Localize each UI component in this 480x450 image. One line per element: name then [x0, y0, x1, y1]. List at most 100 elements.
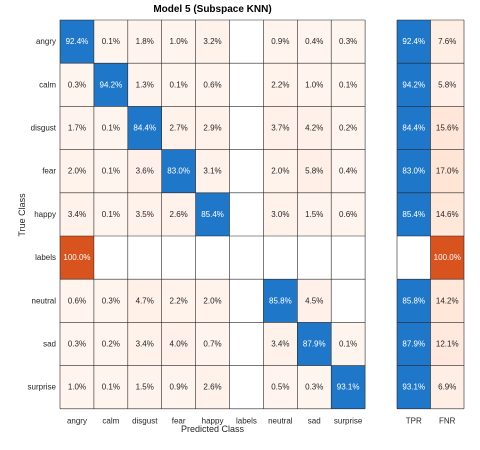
cell-value: 0.9%	[170, 383, 188, 392]
row-tick-label: surprise	[28, 383, 57, 392]
cell-value: 0.4%	[305, 37, 323, 46]
matrix-cell	[60, 279, 94, 323]
cell-value: 0.5%	[271, 383, 289, 392]
matrix-cell	[161, 322, 196, 366]
matrix-cell	[161, 236, 196, 280]
fnr-cell	[430, 149, 464, 193]
row-tick-label: angry	[36, 37, 56, 46]
fnr-value: 14.6%	[436, 210, 459, 219]
matrix-cell	[195, 279, 230, 323]
cell-value: 83.0%	[167, 167, 190, 176]
matrix-cell	[161, 365, 196, 409]
matrix-cell	[331, 192, 366, 236]
cell-value: 4.2%	[305, 124, 323, 133]
matrix-cell	[93, 322, 128, 366]
cell-value: 92.4%	[66, 37, 89, 46]
matrix-cell	[297, 322, 332, 366]
matrix-cell	[229, 322, 264, 366]
tpr-cell	[397, 322, 431, 366]
summary-tick-label: TPR	[406, 416, 422, 425]
cell-value: 0.2%	[102, 340, 120, 349]
col-tick-label: disgust	[132, 416, 158, 425]
matrix-cell	[60, 63, 94, 107]
cell-value: 3.4%	[136, 340, 154, 349]
tpr-cell	[397, 279, 431, 323]
cell-value: 0.1%	[170, 80, 188, 89]
y-axis-label: True Class	[17, 193, 27, 237]
cell-value: 0.4%	[339, 167, 357, 176]
cell-value: 0.3%	[102, 296, 120, 305]
cell-value: 2.0%	[271, 167, 289, 176]
matrix-cell	[297, 279, 332, 323]
fnr-value: 15.6%	[436, 124, 459, 133]
row-tick-label: labels	[35, 253, 56, 262]
fnr-value: 17.0%	[436, 167, 459, 176]
matrix-cell	[127, 322, 162, 366]
cell-value: 3.7%	[271, 124, 289, 133]
matrix-cell	[195, 106, 230, 150]
fnr-value: 14.2%	[436, 296, 459, 305]
cell-value: 0.9%	[271, 37, 289, 46]
matrix-cell	[93, 149, 128, 193]
matrix-cell	[127, 63, 162, 107]
matrix-cell	[229, 149, 264, 193]
matrix-cell	[127, 365, 162, 409]
tpr-cell	[397, 192, 431, 236]
row-tick-label: calm	[39, 80, 56, 89]
matrix-cell	[60, 20, 94, 64]
fnr-value: 100.0%	[434, 253, 461, 262]
cell-value: 85.4%	[201, 210, 224, 219]
cell-value: 3.1%	[203, 167, 221, 176]
cell-value: 3.6%	[136, 167, 154, 176]
tpr-value: 85.8%	[402, 296, 425, 305]
matrix-cell	[263, 365, 298, 409]
matrix-cell	[297, 149, 332, 193]
cell-value: 84.4%	[133, 124, 156, 133]
cell-value: 4.7%	[136, 296, 154, 305]
fnr-cell	[430, 106, 464, 150]
cell-value: 1.0%	[170, 37, 188, 46]
matrix-cell	[195, 236, 230, 280]
matrix-cell	[331, 149, 366, 193]
matrix-cell	[229, 279, 264, 323]
cell-value: 0.7%	[203, 340, 221, 349]
cell-value: 0.3%	[68, 80, 86, 89]
cell-value: 2.2%	[271, 80, 289, 89]
x-axis-label: Predicted Class	[180, 424, 245, 434]
cell-value: 3.4%	[271, 340, 289, 349]
matrix-cell	[60, 365, 94, 409]
matrix-cell	[127, 20, 162, 64]
fnr-cell	[430, 236, 464, 280]
matrix-cell	[60, 192, 94, 236]
tpr-value: 92.4%	[402, 37, 425, 46]
tpr-value: 85.4%	[402, 210, 425, 219]
chart-title: Model 5 (Subspace KNN)	[153, 4, 272, 15]
cell-value: 2.9%	[203, 124, 221, 133]
col-tick-label: fear	[172, 416, 186, 425]
fnr-value: 5.8%	[438, 80, 456, 89]
cell-value: 0.3%	[339, 37, 357, 46]
cell-value: 0.1%	[102, 37, 120, 46]
tpr-cell	[397, 365, 431, 409]
matrix-cell	[93, 279, 128, 323]
cell-value: 2.7%	[170, 124, 188, 133]
cell-value: 1.0%	[68, 383, 86, 392]
tpr-value: 83.0%	[402, 167, 425, 176]
matrix-cell	[127, 279, 162, 323]
fnr-value: 12.1%	[436, 340, 459, 349]
matrix-cell	[60, 149, 94, 193]
tpr-value: 94.2%	[402, 80, 425, 89]
matrix-cell	[161, 192, 196, 236]
matrix-cell	[331, 322, 366, 366]
row-tick-label: happy	[34, 210, 56, 219]
fnr-cell	[430, 20, 464, 64]
cell-value: 2.6%	[203, 383, 221, 392]
fnr-cell	[430, 192, 464, 236]
matrix-cell	[331, 279, 366, 323]
matrix-cell	[263, 149, 298, 193]
col-tick-label: labels	[236, 416, 257, 425]
matrix-cell	[60, 106, 94, 150]
cell-value: 0.1%	[102, 383, 120, 392]
matrix-cell	[297, 192, 332, 236]
